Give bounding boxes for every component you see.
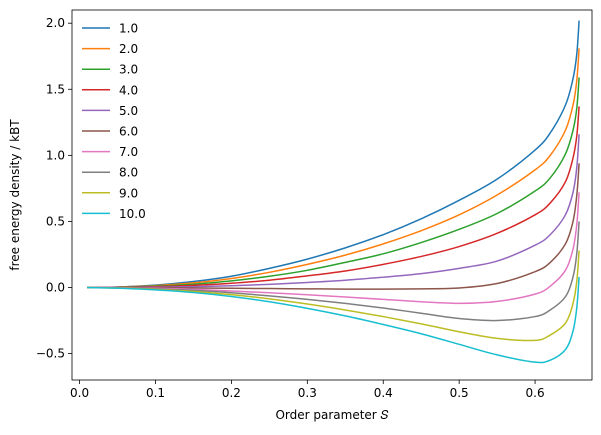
legend-label: 4.0 <box>119 83 138 97</box>
series-line-2 <box>87 77 580 289</box>
x-tick-label: 0.3 <box>298 386 317 400</box>
legend-label: 5.0 <box>119 104 138 118</box>
y-tick-label: 0.5 <box>46 214 65 228</box>
y-tick-label: 0.0 <box>46 281 65 295</box>
series-line-9 <box>87 276 580 364</box>
series-line-8 <box>87 250 580 342</box>
x-tick-label: 0.6 <box>526 386 545 400</box>
series-line-6 <box>87 192 580 305</box>
x-tick-label: 0.4 <box>374 386 393 400</box>
y-axis: −0.5 0.0 0.5 1.0 1.5 2.0 <box>36 16 72 361</box>
y-tick-label: 1.0 <box>46 148 65 162</box>
series-line-0 <box>87 20 580 289</box>
legend-label: 2.0 <box>119 42 138 56</box>
x-tick-label: 0.2 <box>222 386 241 400</box>
series-line-1 <box>87 48 580 289</box>
series-line-4 <box>87 134 580 289</box>
legend-label: 7.0 <box>119 145 138 159</box>
legend-label: 10.0 <box>119 207 146 221</box>
y-tick-label: 1.5 <box>46 82 65 96</box>
series-line-3 <box>87 106 580 289</box>
x-axis: 0.0 0.1 0.2 0.3 0.4 0.5 0.6 <box>70 380 545 400</box>
legend: 1.0 2.0 3.0 4.0 5.0 6.0 7.0 8.0 9.0 10.0 <box>82 22 146 221</box>
legend-label: 1.0 <box>119 22 138 36</box>
y-tick-label: −0.5 <box>36 347 65 361</box>
plot-frame <box>71 9 593 381</box>
series-line-5 <box>87 163 580 290</box>
series-layer <box>87 20 580 364</box>
x-tick-label: 0.1 <box>146 386 165 400</box>
legend-label: 9.0 <box>119 186 138 200</box>
legend-label: 3.0 <box>119 63 138 77</box>
series-line-7 <box>87 221 580 322</box>
y-tick-label: 2.0 <box>46 16 65 30</box>
plot-area <box>72 10 592 380</box>
x-axis-label: Order parameter 𝑆 <box>275 408 388 422</box>
y-axis-label: free energy density / kBT <box>8 119 22 271</box>
x-tick-label: 0.5 <box>450 386 469 400</box>
legend-label: 8.0 <box>119 166 138 180</box>
x-tick-label: 0.0 <box>70 386 89 400</box>
legend-label: 6.0 <box>119 125 138 139</box>
